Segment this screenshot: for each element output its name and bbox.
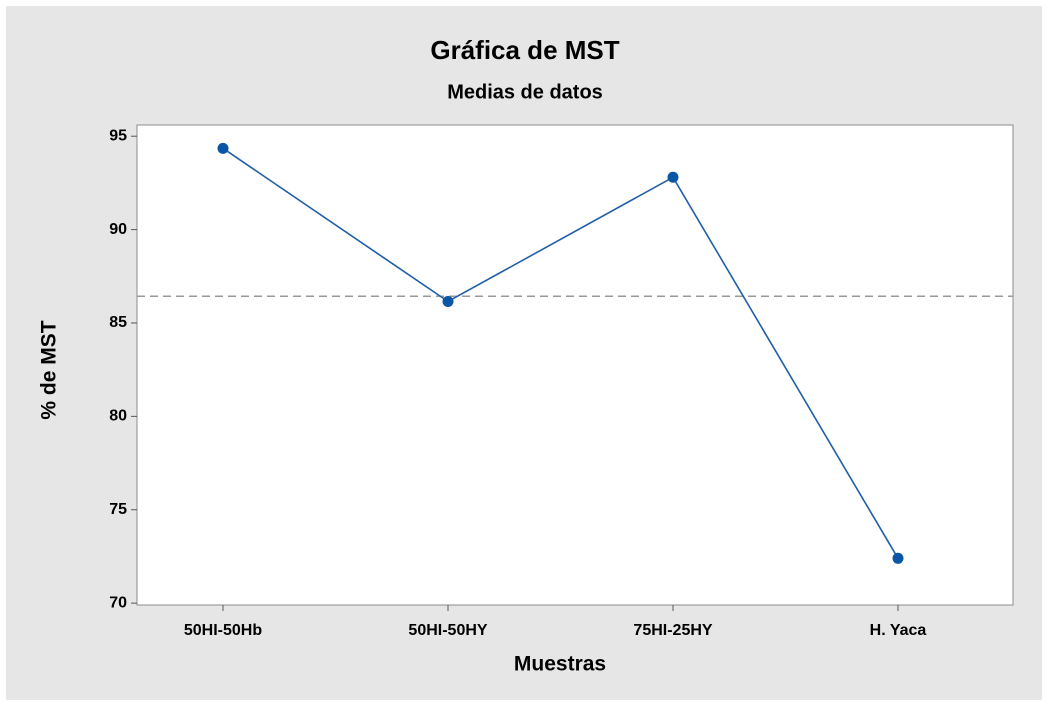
y-tick-label: 95: [109, 127, 127, 144]
data-point: [217, 142, 229, 154]
plot-area: [136, 124, 1014, 606]
x-axis-label: Muestras: [514, 653, 606, 676]
y-axis-label: % de MST: [38, 320, 61, 419]
x-tick-label: 50HI-50HY: [408, 622, 487, 639]
chart-subtitle: Medias de datos: [447, 81, 603, 103]
x-tick-label: 50HI-50Hb: [184, 622, 262, 639]
data-point: [892, 552, 904, 564]
y-tick-label: 80: [109, 408, 127, 425]
data-point: [667, 171, 679, 183]
data-point: [442, 295, 454, 307]
data-line: [222, 147, 899, 559]
chart-title: Gráfica de MST: [430, 35, 619, 65]
x-tick-label: H. Yaca: [870, 622, 927, 639]
x-tick-label: 75HI-25HY: [633, 622, 712, 639]
y-tick-label: 70: [109, 594, 127, 611]
y-tick-label: 90: [109, 221, 127, 238]
y-tick-label: 75: [109, 501, 127, 518]
y-tick-label: 85: [109, 314, 127, 331]
